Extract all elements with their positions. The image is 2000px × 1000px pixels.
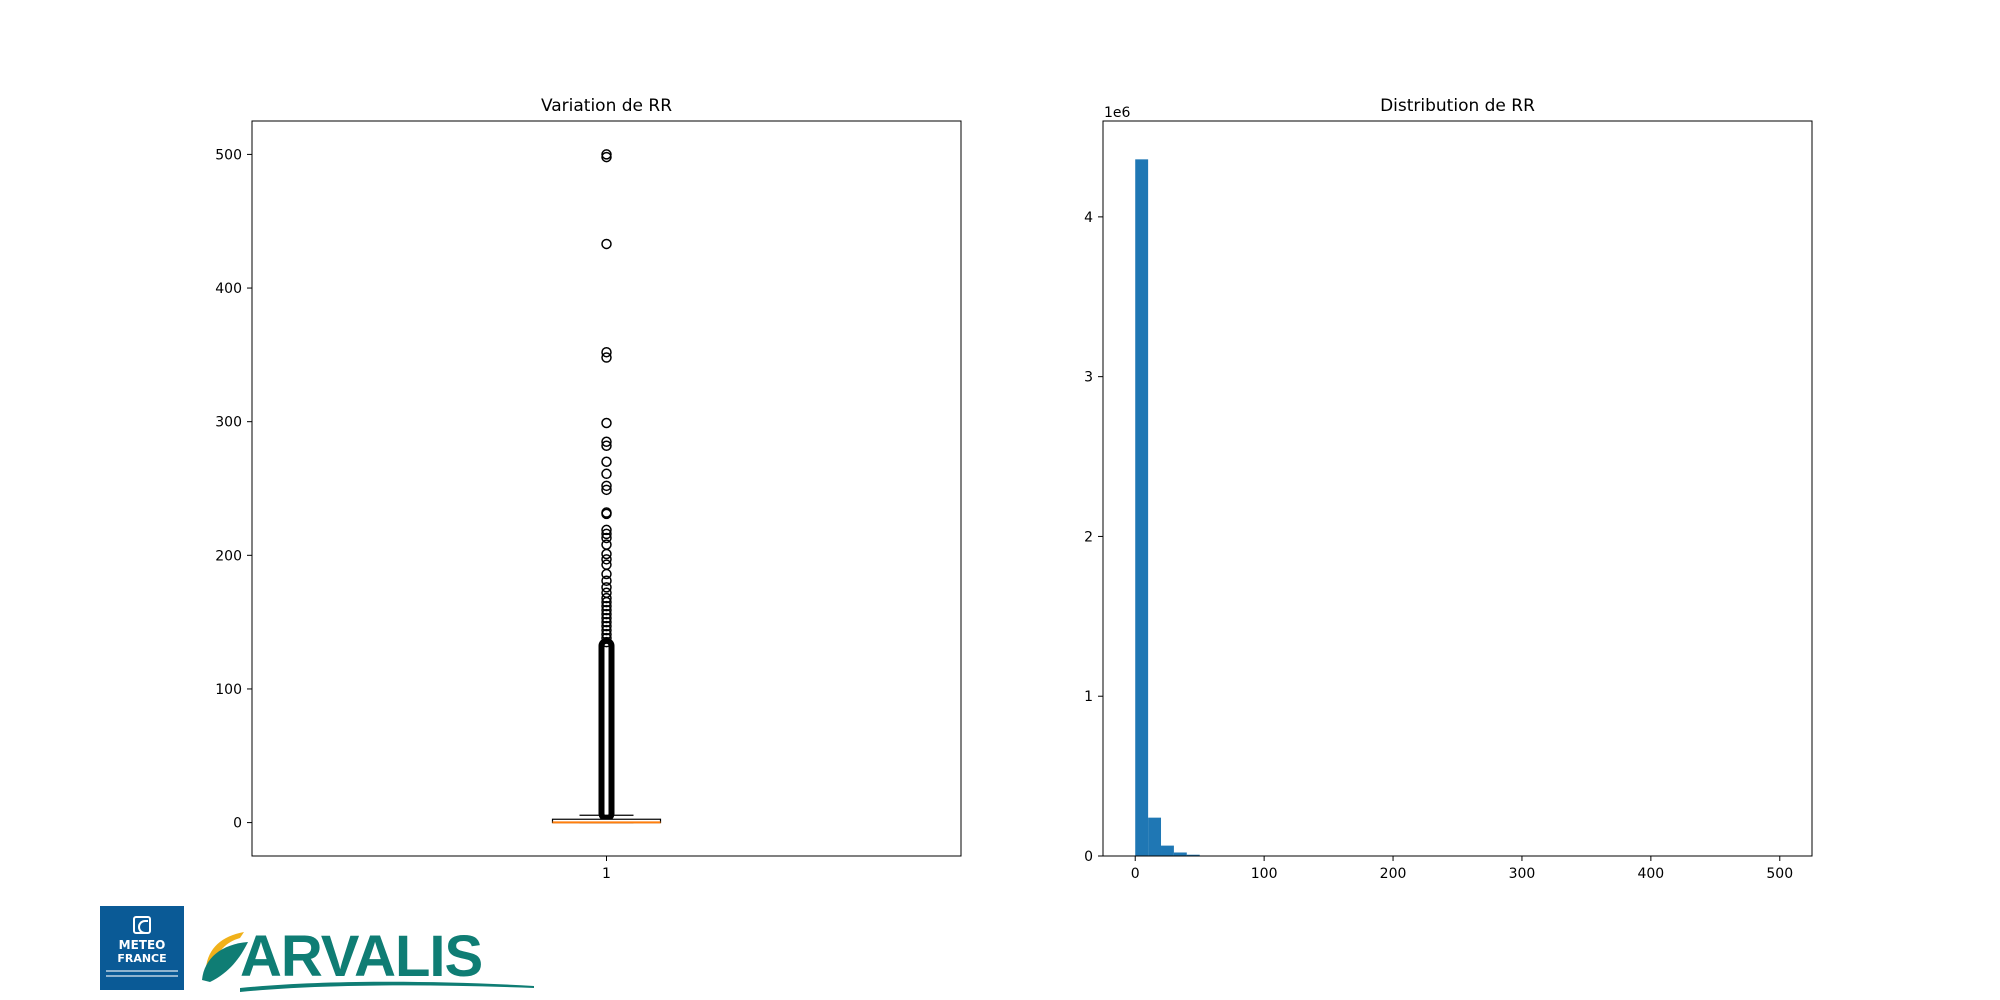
outlier-point xyxy=(601,436,612,447)
outlier-point xyxy=(601,575,612,586)
outlier-point xyxy=(601,238,612,250)
outlier-point xyxy=(601,620,612,632)
outlier-band xyxy=(598,637,615,822)
x-tick-label: 1 xyxy=(602,866,611,882)
arvalis-swoosh xyxy=(240,981,534,992)
histogram-bar xyxy=(1186,854,1200,856)
outlier-point xyxy=(601,352,612,363)
y-tick-label: 0 xyxy=(1084,849,1093,865)
outlier-point xyxy=(601,456,612,468)
outlier-point xyxy=(601,582,612,593)
histogram-bar xyxy=(1135,159,1149,856)
outlier-point xyxy=(601,592,612,604)
outlier-point xyxy=(601,624,612,636)
y-offset-label: 1e6 xyxy=(1104,105,1131,121)
chart-title: Distribution de RR xyxy=(1380,96,1535,116)
outlier-point xyxy=(601,440,612,451)
outlier-point xyxy=(601,417,612,429)
x-tick-label: 300 xyxy=(1509,866,1536,882)
outlier-point xyxy=(601,600,612,612)
x-tick-label: 500 xyxy=(1766,866,1793,882)
y-tick-label: 100 xyxy=(215,682,242,698)
outlier-point xyxy=(601,628,612,640)
y-tick-label: 0 xyxy=(233,816,242,832)
outlier-point xyxy=(601,608,612,620)
x-tick-label: 400 xyxy=(1637,866,1664,882)
outlier-point xyxy=(601,632,612,644)
outlier-point xyxy=(601,524,612,536)
outlier-point xyxy=(601,484,612,496)
outlier-point xyxy=(601,346,612,358)
x-tick-label: 0 xyxy=(1131,866,1140,882)
histogram-bar xyxy=(1148,817,1162,856)
outlier-point xyxy=(601,528,612,540)
y-tick-label: 3 xyxy=(1084,370,1093,386)
meteo-logo-tagline-graphic xyxy=(106,970,178,980)
arvalis-wordmark: ARVALIS xyxy=(240,924,482,989)
x-tick-label: 100 xyxy=(1251,866,1278,882)
plot-frame xyxy=(251,120,962,857)
plot-frame xyxy=(1102,120,1813,857)
y-tick-label: 2 xyxy=(1084,529,1093,545)
y-tick-label: 200 xyxy=(215,548,242,564)
chart-title: Variation de RR xyxy=(541,96,672,116)
meteo-logo-line2: FRANCE xyxy=(117,952,167,965)
y-tick-label: 4 xyxy=(1084,210,1093,226)
outlier-point xyxy=(601,468,612,480)
meteo-emblem-icon xyxy=(133,916,151,934)
outlier-point xyxy=(601,559,612,570)
y-tick-label: 500 xyxy=(215,147,242,163)
outlier-point xyxy=(601,548,612,560)
y-tick-label: 1 xyxy=(1084,689,1093,705)
outlier-point xyxy=(601,539,612,550)
outlier-point xyxy=(601,568,612,580)
arvalis-leaf-dark-icon xyxy=(202,942,248,982)
outlier-point xyxy=(601,616,612,628)
outlier-point xyxy=(601,604,612,616)
meteo-logo-line1: METEO xyxy=(118,938,166,952)
outlier-point xyxy=(601,151,612,163)
histogram-panel: Distribution de RR 1e6 0 1 2 3 4 0 100 200 300 400 5… xyxy=(1084,96,1813,882)
outlier-point xyxy=(601,480,612,492)
outlier-point xyxy=(601,636,612,648)
histogram-bar xyxy=(1173,852,1187,856)
outlier-point xyxy=(601,612,612,624)
histogram-bar xyxy=(1161,845,1174,856)
y-tick-label: 400 xyxy=(215,281,242,297)
boxplot-panel: Variation de RR 0 100 200 300 400 500 1 xyxy=(215,96,962,882)
outlier-point xyxy=(601,596,612,608)
outlier-point xyxy=(601,508,612,520)
outlier-point xyxy=(601,554,612,565)
meteo-france-logo: METEO FRANCE xyxy=(100,906,184,990)
y-tick-label: 300 xyxy=(215,415,242,431)
outlier-point xyxy=(601,532,612,544)
x-tick-label: 200 xyxy=(1380,866,1407,882)
arvalis-logo: ARVALIS xyxy=(202,924,534,992)
